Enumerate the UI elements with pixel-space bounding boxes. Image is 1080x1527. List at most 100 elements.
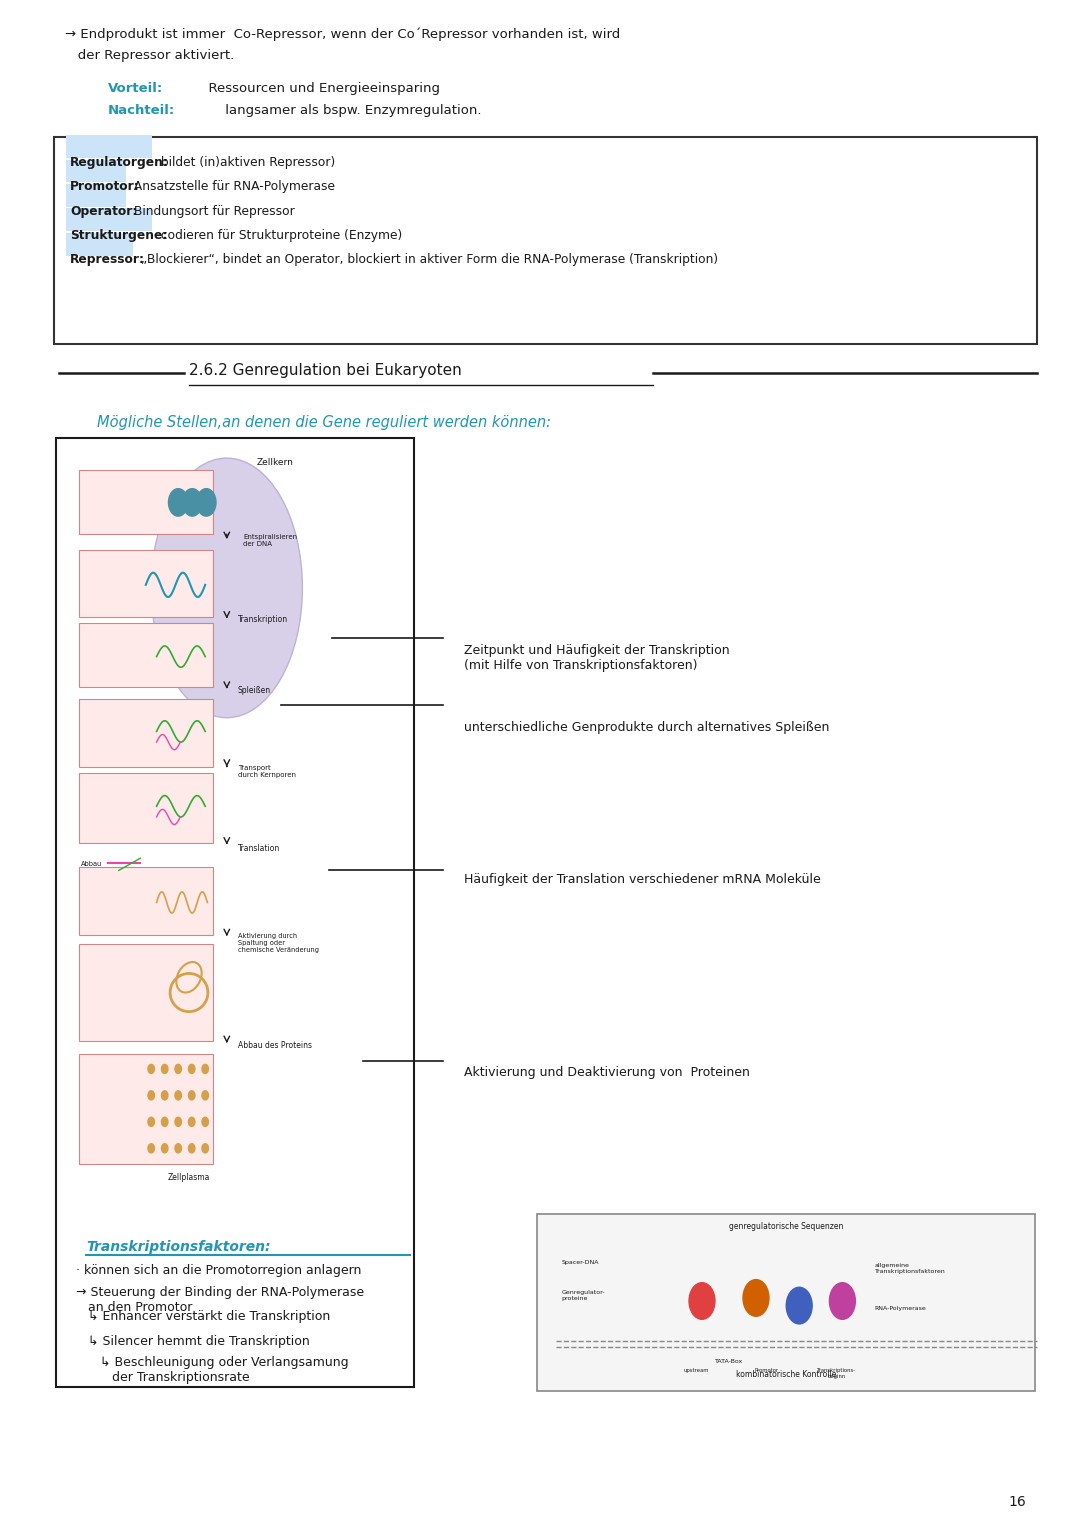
Text: Spacer-DNA: Spacer-DNA bbox=[562, 1260, 599, 1264]
Text: TATA-Box: TATA-Box bbox=[715, 1359, 743, 1364]
Circle shape bbox=[168, 489, 188, 516]
Text: genregulatorische Sequenzen: genregulatorische Sequenzen bbox=[729, 1222, 843, 1231]
Text: Entspiralisieren
der DNA: Entspiralisieren der DNA bbox=[243, 534, 297, 548]
Circle shape bbox=[148, 1064, 154, 1073]
FancyBboxPatch shape bbox=[79, 867, 213, 935]
Text: Operator:: Operator: bbox=[70, 205, 137, 218]
FancyBboxPatch shape bbox=[79, 550, 213, 617]
FancyBboxPatch shape bbox=[66, 159, 126, 182]
FancyBboxPatch shape bbox=[79, 623, 213, 687]
Text: der Repressor aktiviert.: der Repressor aktiviert. bbox=[65, 49, 234, 63]
Text: 16: 16 bbox=[1009, 1495, 1026, 1509]
Circle shape bbox=[175, 1144, 181, 1153]
Circle shape bbox=[183, 489, 202, 516]
Text: Transkriptions-
beginn: Transkriptions- beginn bbox=[818, 1368, 856, 1379]
Text: Transkription: Transkription bbox=[238, 615, 287, 625]
Text: Abbau
der m-RNA: Abbau der m-RNA bbox=[81, 861, 117, 875]
Text: → Endprodukt ist immer  Co-Repressor, wenn der Co´Repressor vorhanden ist, wird: → Endprodukt ist immer Co-Repressor, wen… bbox=[65, 27, 620, 41]
Circle shape bbox=[202, 1144, 208, 1153]
FancyBboxPatch shape bbox=[79, 470, 213, 534]
Text: m-RNA
im
Zellplasma: m-RNA im Zellplasma bbox=[86, 809, 123, 831]
Circle shape bbox=[188, 1090, 194, 1099]
Text: Promotor:: Promotor: bbox=[70, 180, 140, 194]
Circle shape bbox=[202, 1090, 208, 1099]
Text: „Blockierer“, bindet an Operator, blockiert in aktiver Form die RNA-Polymerase (: „Blockierer“, bindet an Operator, blocki… bbox=[137, 253, 718, 267]
Text: Regulatorgen:: Regulatorgen: bbox=[70, 156, 170, 169]
Text: codieren für Strukturproteine (Enzyme): codieren für Strukturproteine (Enzyme) bbox=[158, 229, 403, 243]
Text: → Steuerung der Binding der RNA-Polymerase
   an den Promotor: → Steuerung der Binding der RNA-Polymera… bbox=[76, 1286, 364, 1313]
Text: Transkriptionsfaktoren:: Transkriptionsfaktoren: bbox=[86, 1240, 271, 1254]
FancyBboxPatch shape bbox=[79, 773, 213, 843]
Text: reife
m-RNA: reife m-RNA bbox=[86, 739, 110, 751]
Circle shape bbox=[188, 1118, 194, 1127]
Text: allgemeine
Transkriptionsfaktoren: allgemeine Transkriptionsfaktoren bbox=[875, 1263, 946, 1274]
Circle shape bbox=[175, 1090, 181, 1099]
Text: Nachteil:: Nachteil: bbox=[108, 104, 175, 118]
Text: Prä-m-RNA: Prä-m-RNA bbox=[86, 654, 129, 663]
FancyBboxPatch shape bbox=[66, 232, 133, 255]
Text: Bindungsort für Repressor: Bindungsort für Repressor bbox=[131, 205, 295, 218]
Text: upstream: upstream bbox=[684, 1368, 710, 1373]
FancyBboxPatch shape bbox=[54, 137, 1037, 344]
Circle shape bbox=[188, 1144, 194, 1153]
Circle shape bbox=[689, 1283, 715, 1319]
Text: Translation: Translation bbox=[238, 844, 280, 854]
Circle shape bbox=[148, 1144, 154, 1153]
Circle shape bbox=[743, 1280, 769, 1316]
Text: biologisch
aktives Protein: biologisch aktives Protein bbox=[86, 999, 136, 1011]
Text: Aktivierung durch
Spaltung oder
chemische Veränderung: Aktivierung durch Spaltung oder chemisch… bbox=[238, 933, 319, 953]
Circle shape bbox=[188, 1064, 194, 1073]
FancyBboxPatch shape bbox=[66, 183, 126, 206]
Circle shape bbox=[175, 1118, 181, 1127]
Text: Mögliche Stellen,an denen die Gene reguliert werden können:: Mögliche Stellen,an denen die Gene regul… bbox=[97, 415, 551, 431]
Text: DNA: DNA bbox=[86, 582, 104, 591]
FancyBboxPatch shape bbox=[79, 944, 213, 1041]
Circle shape bbox=[148, 1090, 154, 1099]
Circle shape bbox=[202, 1118, 208, 1127]
Text: 2.6.2 Genregulation bei Eukaryoten: 2.6.2 Genregulation bei Eukaryoten bbox=[189, 363, 462, 379]
Text: Zellplasma: Zellplasma bbox=[167, 1173, 211, 1182]
Circle shape bbox=[162, 1090, 168, 1099]
Text: langsamer als bspw. Enzymregulation.: langsamer als bspw. Enzymregulation. bbox=[221, 104, 482, 118]
FancyBboxPatch shape bbox=[56, 438, 414, 1387]
FancyBboxPatch shape bbox=[66, 134, 152, 157]
FancyBboxPatch shape bbox=[537, 1214, 1035, 1391]
Text: Abbau des Proteins: Abbau des Proteins bbox=[238, 1041, 312, 1051]
Circle shape bbox=[162, 1064, 168, 1073]
Text: bildet (in)aktiven Repressor): bildet (in)aktiven Repressor) bbox=[158, 156, 336, 169]
Text: Chromosomen: Chromosomen bbox=[86, 496, 141, 505]
Text: ↳ Silencer hemmt die Transkription: ↳ Silencer hemmt die Transkription bbox=[76, 1335, 309, 1348]
Text: Strukturgene:: Strukturgene: bbox=[70, 229, 167, 243]
Circle shape bbox=[162, 1118, 168, 1127]
Text: ↳ Enhancer verstärkt die Transkription: ↳ Enhancer verstärkt die Transkription bbox=[76, 1310, 329, 1324]
Text: abgebautes
Protein: abgebautes Protein bbox=[86, 1116, 126, 1128]
Text: Promotor: Promotor bbox=[755, 1368, 779, 1373]
Text: unterschiedliche Genprodukte durch alternatives Spleißen: unterschiedliche Genprodukte durch alter… bbox=[464, 721, 829, 734]
Text: ↳ Beschleunigung oder Verlangsamung
         der Transkriptionsrate: ↳ Beschleunigung oder Verlangsamung der … bbox=[76, 1356, 348, 1383]
FancyBboxPatch shape bbox=[79, 1054, 213, 1164]
FancyBboxPatch shape bbox=[79, 699, 213, 767]
Text: Häufigkeit der Translation verschiedener mRNA Moleküle: Häufigkeit der Translation verschiedener… bbox=[464, 873, 821, 887]
Text: Transport
durch Kernporen: Transport durch Kernporen bbox=[238, 765, 296, 779]
Text: Zellkern: Zellkern bbox=[257, 458, 294, 467]
Circle shape bbox=[175, 1064, 181, 1073]
Circle shape bbox=[197, 489, 216, 516]
Text: Aktivierung und Deaktivierung von  Proteinen: Aktivierung und Deaktivierung von Protei… bbox=[464, 1066, 751, 1080]
Text: RNA-Polymerase: RNA-Polymerase bbox=[875, 1306, 927, 1310]
Circle shape bbox=[162, 1144, 168, 1153]
FancyBboxPatch shape bbox=[66, 208, 152, 231]
Text: kombinatorische Kontrolle: kombinatorische Kontrolle bbox=[737, 1370, 836, 1379]
Text: Vorteil:: Vorteil: bbox=[108, 82, 163, 96]
Circle shape bbox=[148, 1118, 154, 1127]
Circle shape bbox=[202, 1064, 208, 1073]
Text: Genregulator-
proteine: Genregulator- proteine bbox=[562, 1290, 605, 1301]
Text: Repressor:: Repressor: bbox=[70, 253, 145, 267]
Ellipse shape bbox=[151, 458, 302, 718]
Text: Ansatzstelle für RNA-Polymerase: Ansatzstelle für RNA-Polymerase bbox=[131, 180, 336, 194]
Circle shape bbox=[786, 1287, 812, 1324]
Text: Zeitpunkt und Häufigkeit der Transkription
(mit Hilfe von Transkriptionsfaktoren: Zeitpunkt und Häufigkeit der Transkripti… bbox=[464, 644, 730, 672]
Circle shape bbox=[829, 1283, 855, 1319]
Text: Ressourcen und Energieeinsparing: Ressourcen und Energieeinsparing bbox=[200, 82, 440, 96]
Text: Spleißen: Spleißen bbox=[238, 686, 271, 695]
Text: · können sich an die Promotorregion anlagern: · können sich an die Promotorregion anla… bbox=[76, 1264, 361, 1278]
